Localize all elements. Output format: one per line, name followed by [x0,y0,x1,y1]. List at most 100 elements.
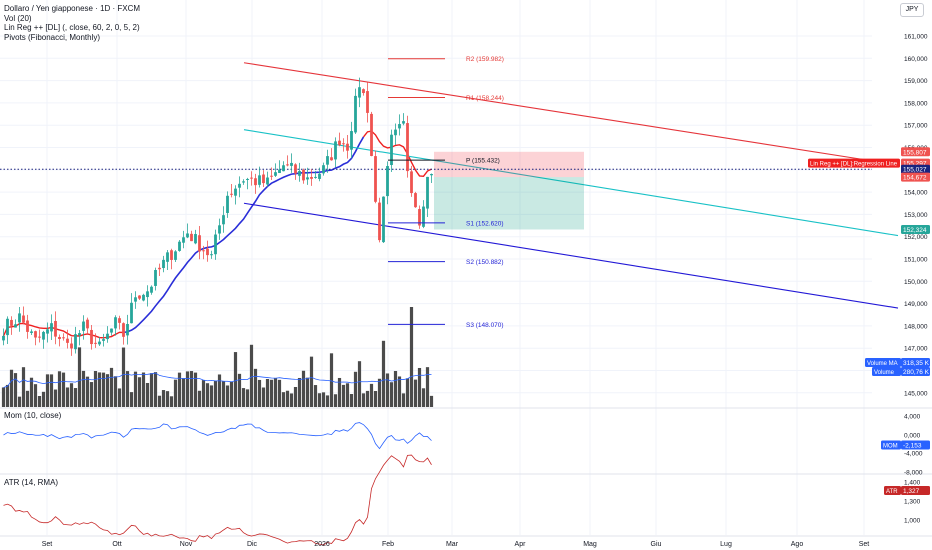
volume-bars [1,307,434,407]
candle-body [354,95,357,133]
candle-body [86,319,89,329]
indicator-pivots[interactable]: Pivots (Fibonacci, Monthly) [4,32,101,42]
candle-body [374,156,377,202]
x-tick-label: Set [42,541,53,548]
candle-body [390,134,393,166]
momentum-tick-label: -4,000 [904,451,923,458]
candle-body [110,328,113,333]
candle-body [90,329,93,345]
candle-body [94,342,97,344]
pivot-level-label: S2 (150.882) [466,259,504,266]
price-tick-label: 149,000 [904,301,928,308]
volume-bar [165,391,170,407]
volume-bar [397,376,402,407]
candle-body [18,313,21,323]
x-tick-label: Mar [446,541,459,548]
volume-bar [385,373,390,407]
candle-body [50,323,53,332]
volume-bar [273,377,278,407]
candle-body [306,177,309,180]
x-tick-label: Dic [247,541,258,548]
volume-bar [97,372,102,407]
candle-body [138,295,141,299]
volume-bar [153,372,158,407]
x-tick-label: Nov [180,541,193,548]
volume-tag-bg [872,367,901,376]
position-target-zone [434,177,584,230]
volume-bar [329,353,334,407]
volume-bar [301,370,306,407]
x-tick-label: Ott [112,541,121,548]
pivot-level-label: S3 (148.070) [466,322,504,329]
candle-body [414,193,417,208]
candle-body [46,329,49,334]
volume-bar [121,347,126,407]
candle-body [278,169,281,174]
candle-body [2,335,5,341]
moving-average-down [362,130,432,178]
volume-bar [429,395,434,407]
volume-bar [65,387,70,407]
candle-body [42,331,45,340]
candle-body [170,250,173,260]
volume-bar [281,392,286,407]
volume-bar [325,395,330,407]
volume-bar [265,378,270,407]
atr-pane-title[interactable]: ATR (14, RMA) [4,478,59,487]
indicator-lin-reg[interactable]: Lin Reg ++ [DL] (, close, 60, 2, 0, 5, 2… [4,23,140,32]
candle-body [146,291,149,298]
momentum-tick-label: 0,000 [904,433,921,440]
momentum-line [3,422,432,450]
candle-body [214,234,217,255]
candle-body [266,177,269,185]
volume-bar [337,377,342,407]
volume-bar [9,369,14,407]
volume-ma-line [3,372,432,388]
candle-body [218,225,221,234]
candle-body [174,251,177,260]
volume-bar [401,393,406,407]
candle-body [158,267,161,270]
volume-bar [49,374,54,407]
volume-bar [45,374,50,407]
candle-body [394,129,397,136]
volume-bar [293,386,298,407]
currency-button[interactable]: JPY [900,3,924,17]
momentum-pane-title[interactable]: Mom (10, close) [4,411,62,420]
volume-bar [117,388,122,407]
symbol-title[interactable]: Dollaro / Yen giapponese · 1D · FXCM [4,4,141,13]
volume-bar [93,370,98,407]
mom-tag-bg [881,440,901,450]
price-tag: 155,807 [903,149,927,156]
volume-bar [21,367,26,407]
candle-body [82,321,85,331]
volume-bar [349,394,354,407]
candle-body [142,294,145,301]
volume-bar [189,371,194,407]
candle-body [262,174,265,184]
candle-body [250,177,253,179]
candle-body [198,235,201,252]
candle-body [130,302,133,324]
volume-tag: Volume [874,370,895,376]
volume-bar [145,382,150,407]
pivot-level-label: R2 (159.982) [466,56,504,63]
indicator-volume[interactable]: Vol (20) [4,13,32,23]
volume-bar [77,347,82,407]
price-tick-label: 150,000 [904,279,928,286]
volume-bar [133,371,138,407]
volume-bar [13,373,18,407]
volume-bar [357,361,362,407]
candle-body [366,91,369,113]
volume-bar [409,307,414,407]
volume-ma-value: 318,35 K [903,360,930,367]
candle-body [70,343,73,349]
candle-body [426,176,429,209]
volume-bar [405,378,410,407]
volume-bar [89,382,94,407]
volume-bar [245,389,250,407]
volume-bar [41,391,46,407]
volume-bar [173,379,178,407]
